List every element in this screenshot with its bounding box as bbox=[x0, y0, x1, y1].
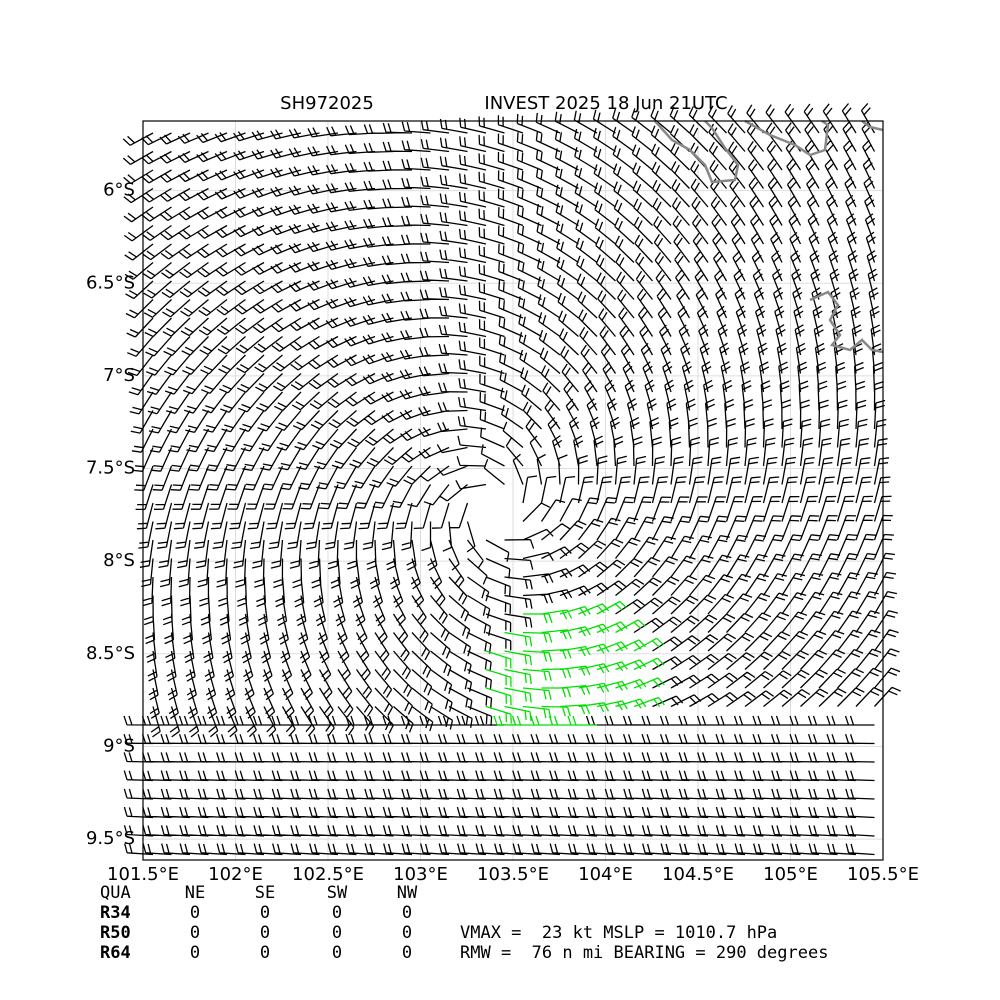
table-cell: 0 bbox=[190, 943, 200, 963]
x-tick-label: 103°E bbox=[393, 864, 448, 885]
barb-set-strong bbox=[485, 600, 665, 726]
table-header: NW bbox=[397, 883, 418, 903]
y-tick-label: 6°S bbox=[103, 180, 135, 201]
x-tick-label: 104°E bbox=[578, 864, 633, 885]
stat-line: RMW = 76 n mi BEARING = 290 degrees bbox=[460, 943, 828, 963]
y-tick-label: 6.5°S bbox=[86, 272, 135, 293]
table-cell: 0 bbox=[402, 903, 412, 923]
table-cell: 0 bbox=[332, 903, 342, 923]
x-tick-label: 105°E bbox=[763, 864, 818, 885]
y-tick-label: 9.5°S bbox=[86, 828, 135, 849]
y-tick-label: 7°S bbox=[103, 365, 135, 386]
table-cell: 0 bbox=[402, 943, 412, 963]
title-left: SH972025 bbox=[280, 93, 374, 114]
x-tick-label: 103.5°E bbox=[477, 864, 549, 885]
x-tick-label: 101.5°E bbox=[107, 864, 179, 885]
wind-barbs bbox=[122, 102, 901, 856]
table-cell: R50 bbox=[100, 923, 131, 943]
stat-line: VMAX = 23 kt MSLP = 1010.7 hPa bbox=[460, 923, 777, 943]
plot-frame bbox=[142, 120, 884, 861]
table-header: QUA bbox=[100, 883, 131, 903]
table-cell: 0 bbox=[260, 903, 270, 923]
table-cell: R34 bbox=[100, 903, 131, 923]
x-tick-label: 102.5°E bbox=[292, 864, 364, 885]
barb-set bbox=[122, 102, 901, 856]
x-tick-label: 105.5°E bbox=[847, 864, 919, 885]
grid bbox=[142, 121, 884, 860]
coast bbox=[809, 290, 884, 354]
table-cell: 0 bbox=[190, 923, 200, 943]
table-cell: 0 bbox=[332, 943, 342, 963]
table-cell: 0 bbox=[190, 903, 200, 923]
y-tick-label: 7.5°S bbox=[86, 458, 135, 479]
y-tick-label: 8°S bbox=[103, 550, 135, 571]
table-cell: 0 bbox=[260, 943, 270, 963]
table-header: SW bbox=[327, 883, 348, 903]
table-cell: 0 bbox=[332, 923, 342, 943]
table-cell: 0 bbox=[402, 923, 412, 943]
coastline bbox=[654, 119, 884, 354]
title-right: INVEST 2025 18 Jun 21UTC bbox=[484, 93, 727, 114]
table-cell: R64 bbox=[100, 943, 131, 963]
table-header: NE bbox=[185, 883, 205, 903]
table-header: SE bbox=[255, 883, 275, 903]
x-tick-label: 104.5°E bbox=[662, 864, 734, 885]
table-cell: 0 bbox=[260, 923, 270, 943]
x-tick-label: 102°E bbox=[208, 864, 263, 885]
coast bbox=[654, 120, 740, 184]
coast bbox=[744, 119, 830, 157]
y-tick-label: 9°S bbox=[103, 735, 135, 756]
coast bbox=[861, 120, 884, 132]
y-tick-label: 8.5°S bbox=[86, 643, 135, 664]
